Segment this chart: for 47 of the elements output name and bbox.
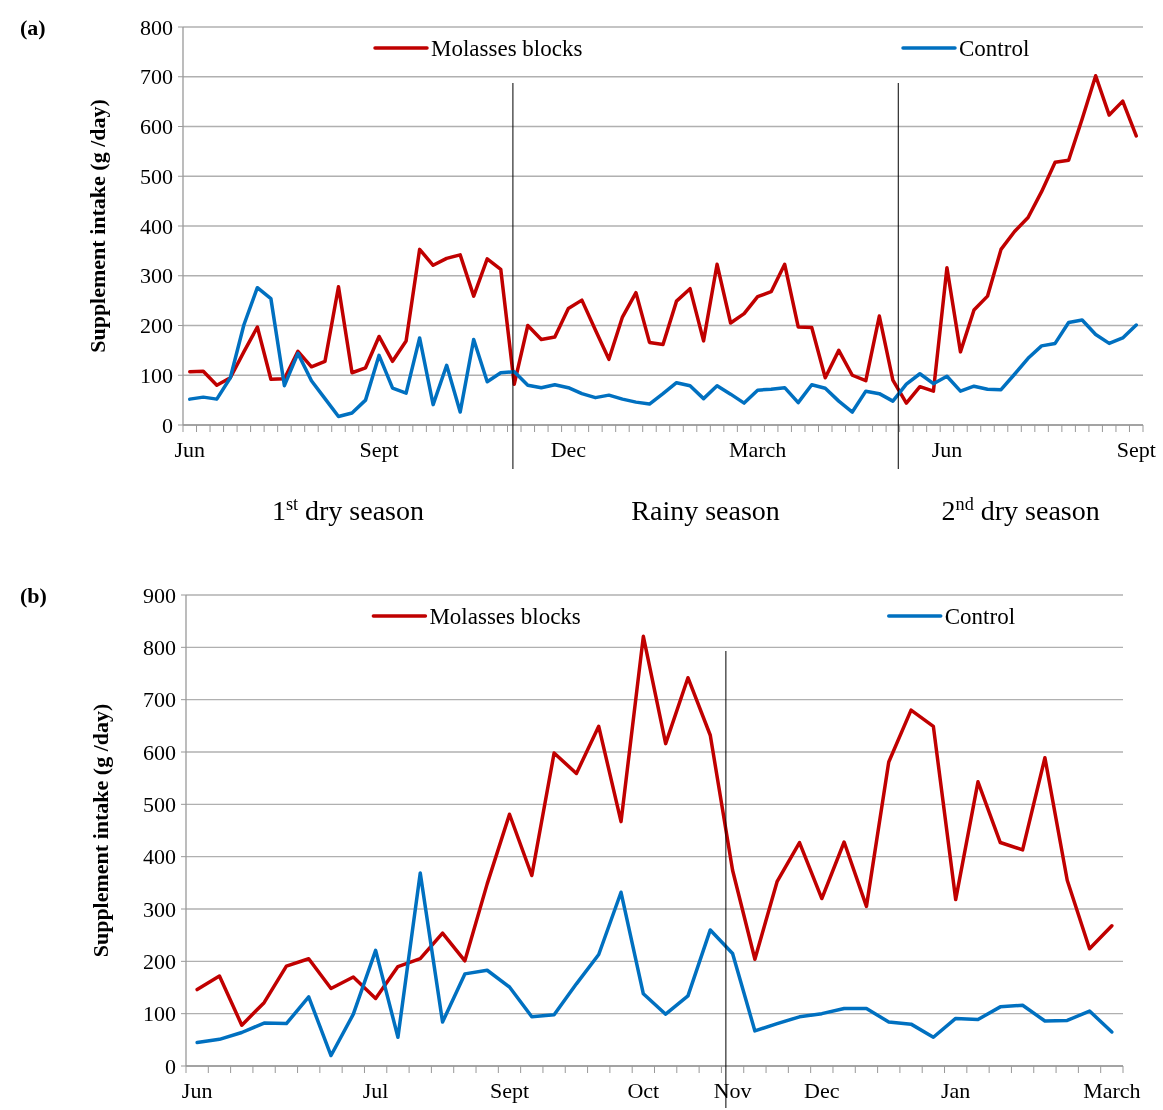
x-tick-label: Sept xyxy=(359,437,399,462)
line-series xyxy=(188,285,1138,419)
text: Rainy season xyxy=(631,495,780,526)
y-tick-label: 0 xyxy=(165,1053,176,1079)
text: 1$^{st}$ dry season xyxy=(271,494,425,526)
legend-label: Control xyxy=(944,604,1016,630)
y-tick-label: 600 xyxy=(143,739,176,765)
y-tick-label: 800 xyxy=(143,635,176,661)
x-tick-label: Jun xyxy=(931,437,963,462)
y-tick-label: 900 xyxy=(143,582,176,608)
x-tick-label: Dec xyxy=(804,1078,840,1103)
x-tick-label: Oct xyxy=(627,1078,660,1103)
chart-title: (b) xyxy=(20,583,47,608)
x-tick-label: March xyxy=(1083,1078,1141,1103)
x-tick-label: Sept xyxy=(489,1078,530,1103)
x-tick-label: Sept xyxy=(1116,437,1156,462)
x-tick-label: Jun xyxy=(181,1078,213,1103)
x-tick-label: Jun xyxy=(174,437,206,462)
x-tick-label: Dec xyxy=(550,437,587,462)
y-tick-label: 200 xyxy=(140,313,173,339)
y-tick-label: 700 xyxy=(140,64,173,90)
legend-label: Molasses blocks xyxy=(431,36,583,62)
line-series xyxy=(195,871,1114,1058)
y-tick-label: 600 xyxy=(140,114,173,140)
y-tick-label: 300 xyxy=(143,896,176,922)
x-tick-label: Jul xyxy=(362,1078,389,1103)
y-tick-label: 200 xyxy=(143,949,176,975)
y-tick-label: 500 xyxy=(143,792,176,818)
line-series xyxy=(195,634,1114,1027)
chart-title: (a) xyxy=(20,15,46,40)
y-axis-title: Supplement intake (g /day) xyxy=(85,99,110,353)
x-tick-label: March xyxy=(728,437,787,462)
text: 2$^{nd}$ dry season xyxy=(941,494,1100,526)
y-tick-label: 100 xyxy=(143,1001,176,1027)
line-series xyxy=(188,74,1138,405)
y-tick-label: 500 xyxy=(140,163,173,189)
x-tick-label: Jan xyxy=(941,1078,971,1103)
y-tick-label: 800 xyxy=(140,14,173,40)
legend-label: Control xyxy=(959,36,1030,62)
y-tick-label: 400 xyxy=(143,844,176,870)
y-tick-label: 400 xyxy=(140,213,173,239)
y-tick-label: 700 xyxy=(143,687,176,713)
y-axis-title: Supplement intake (g /day) xyxy=(88,703,113,958)
y-tick-label: 300 xyxy=(140,263,173,289)
y-tick-label: 100 xyxy=(140,362,173,388)
y-tick-label: 0 xyxy=(162,412,173,438)
legend-label: Molasses blocks xyxy=(429,604,581,630)
